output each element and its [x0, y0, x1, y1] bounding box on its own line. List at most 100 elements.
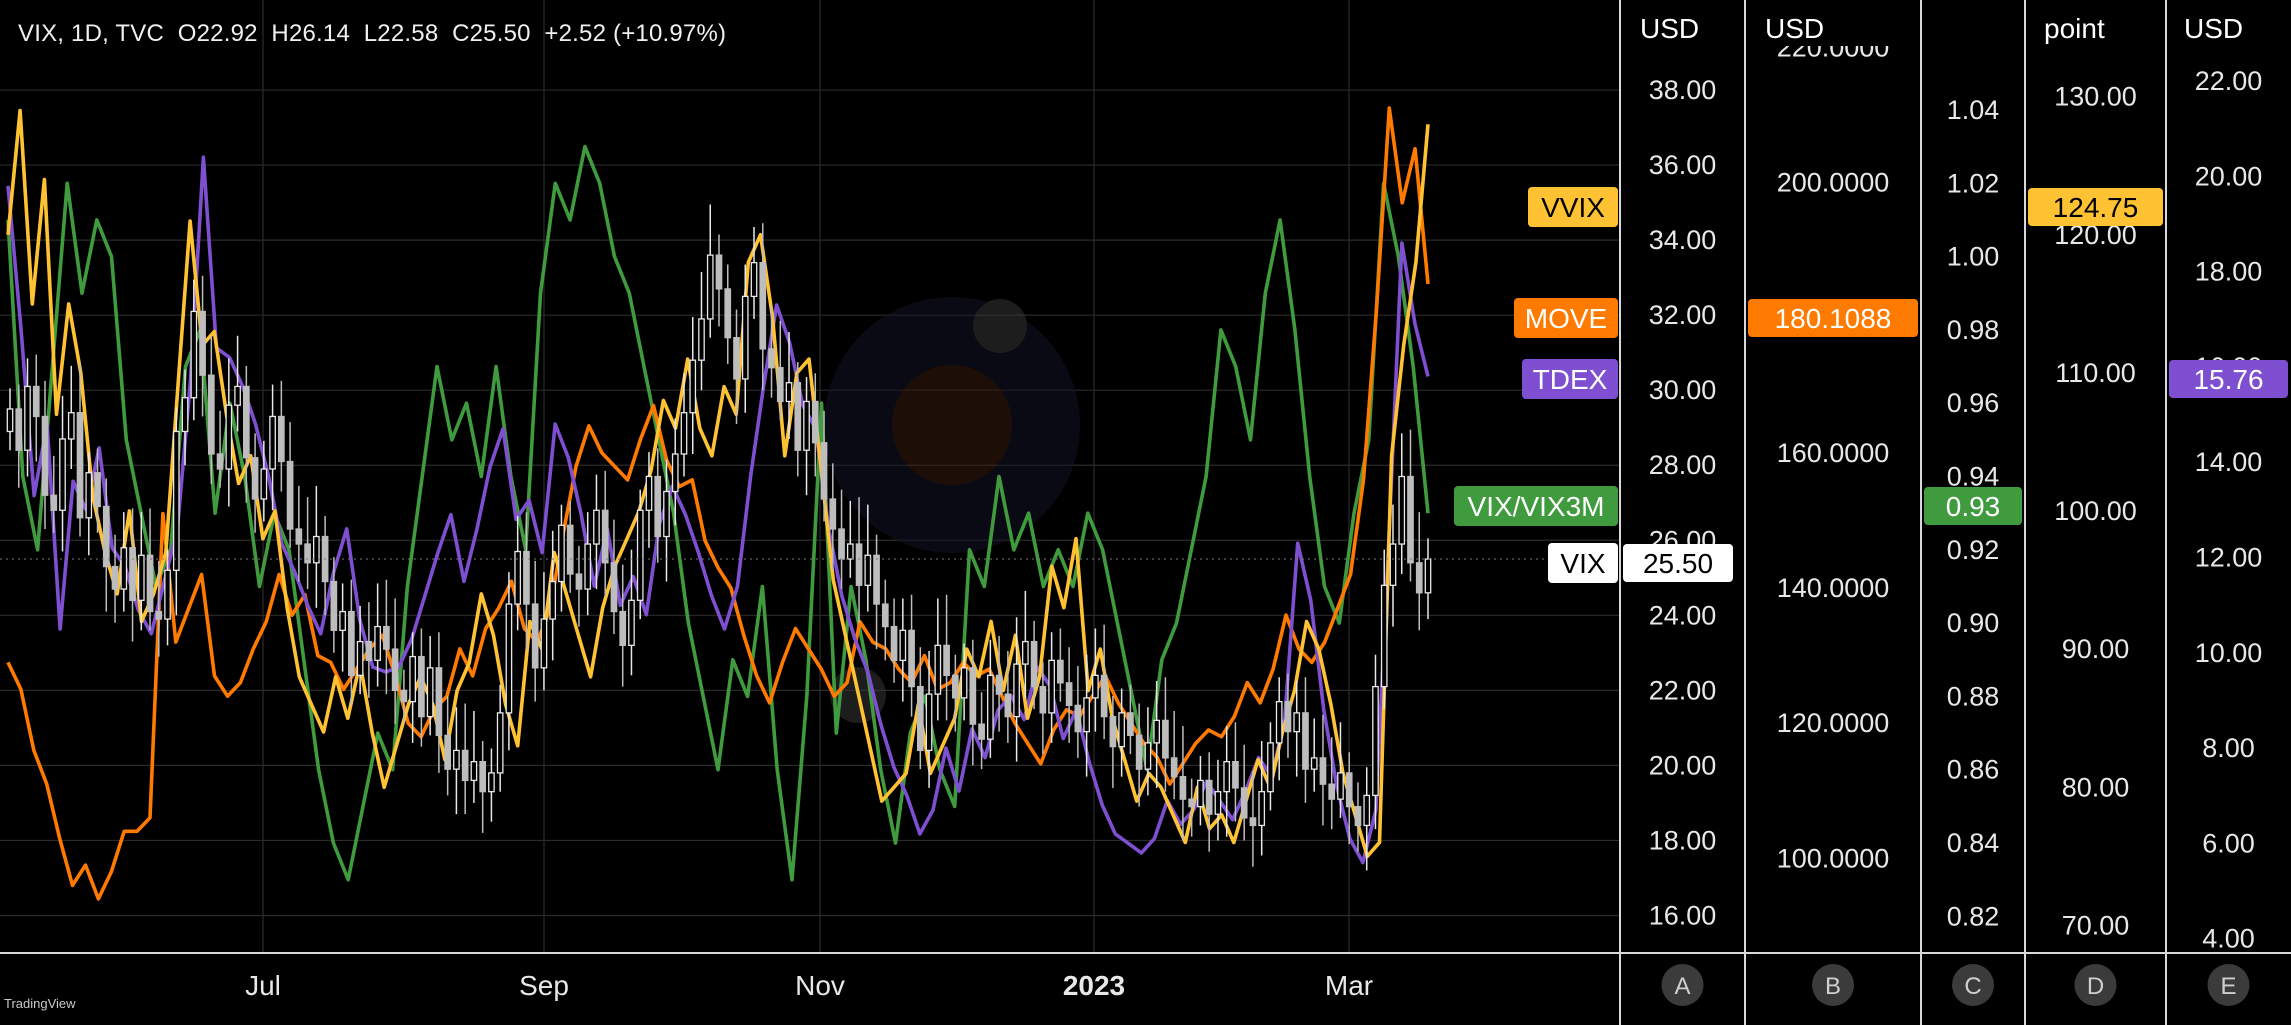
vix-candle-body — [505, 603, 513, 714]
scale-a-tick: 32.00 — [1649, 300, 1717, 330]
scale-a-unit: USD — [1640, 13, 1699, 44]
vix-candle-body — [558, 524, 565, 583]
vix-candle-body — [339, 610, 346, 631]
vix-candle-body — [41, 415, 49, 496]
vix-candle-body — [129, 547, 136, 601]
scale-b-tick: 120.0000 — [1777, 708, 1890, 738]
value-badge-4: 25.50 — [1643, 548, 1713, 579]
scale-e-tick: 6.00 — [2202, 828, 2255, 858]
time-axis[interactable]: Jul Sep Nov 2023 Mar — [245, 970, 1373, 1001]
vix-candle-body — [207, 374, 215, 455]
vix-candle-body — [277, 415, 285, 463]
vix-candle-body — [951, 674, 959, 699]
vix-candle-body — [409, 655, 416, 703]
vix-candle-body — [365, 640, 373, 661]
vix-candle-body — [1170, 757, 1178, 778]
scale-a-tick: 22.00 — [1649, 675, 1717, 705]
scale-e-tick: 14.00 — [2195, 447, 2263, 477]
vix-candle-body — [986, 674, 994, 740]
scale-a-tick: 38.00 — [1649, 75, 1717, 105]
vix-candle-body — [260, 468, 268, 500]
scale-c-tick: 0.96 — [1947, 388, 2000, 418]
vix-candle-body — [155, 610, 163, 620]
ohlc-readout: O22.92 H26.14 L22.58 C25.50 +2.52 (+10.9… — [177, 20, 727, 47]
vix-candle-body — [750, 261, 758, 298]
tag-vvix: VVIX — [1541, 192, 1605, 223]
vix-candle-body — [855, 543, 863, 586]
vix-candle-body — [1057, 659, 1064, 684]
scale-b-unit: USD — [1765, 13, 1824, 44]
vix-candle-body — [514, 550, 522, 605]
vix-candle-body — [15, 408, 23, 451]
scale-letter-b: B — [1825, 973, 1841, 1000]
vix-candle-body — [838, 528, 845, 560]
scale-letters[interactable]: A B C D E — [1661, 964, 2250, 1006]
vix-candle-body — [164, 569, 171, 620]
value-badge-3-bg — [2169, 360, 2288, 398]
vix-candle-body — [1372, 685, 1379, 797]
vix-candle-body — [1109, 715, 1117, 748]
vix-candle-body — [619, 610, 627, 646]
value-badge-2: 0.93 — [1946, 491, 2001, 522]
vix-candle-body — [1380, 584, 1388, 688]
tag-vix-vix3m-bg — [1454, 486, 1618, 526]
value-badge-0: 180.1088 — [1775, 303, 1892, 334]
vix-candle-body — [916, 685, 924, 752]
scale-e-tick: 22.00 — [2195, 66, 2263, 96]
vix-candle-body — [269, 415, 276, 470]
vix-candle-body — [225, 404, 233, 470]
vix-candle-body — [680, 412, 688, 455]
scale-e-tick: 4.00 — [2202, 924, 2255, 954]
vix-candle-body — [1337, 772, 1344, 800]
vix-candle-body — [199, 310, 206, 376]
vix-candle-body — [1092, 674, 1099, 699]
vix-candle-body — [1048, 659, 1055, 714]
vix-candle-body — [776, 367, 784, 403]
vix-candle-body — [85, 472, 93, 519]
vix-candle-body — [313, 535, 320, 564]
scale-c-tick: 0.84 — [1947, 828, 2000, 858]
vix-candle-body — [190, 310, 198, 399]
scale-c-tick: 0.92 — [1947, 535, 2000, 565]
scale-a-tick: 16.00 — [1649, 900, 1717, 930]
vix-candle-body — [374, 625, 381, 661]
scale-c-tick: 0.82 — [1947, 901, 2000, 931]
value-badge-2-bg — [1924, 487, 2022, 525]
tag-vix-vix3m: VIX/VIX3M — [1468, 491, 1605, 522]
vix-candle-body — [120, 547, 128, 590]
tag-vix: VIX — [1560, 548, 1605, 579]
vix-candles — [6, 204, 1432, 871]
vix-candle-body — [1293, 712, 1301, 733]
series-line-move — [6, 106, 1430, 901]
vix-candle-body — [1039, 685, 1047, 714]
value-badge-0-bg — [1748, 299, 1918, 337]
vix-candle-body — [1030, 640, 1038, 688]
vix-candle-body — [1153, 719, 1161, 744]
scale-d-tick: 80.00 — [2062, 772, 2130, 802]
vix-candle-body — [1127, 712, 1134, 737]
scale-c-tick: 0.88 — [1947, 681, 2000, 711]
vix-candle-body — [785, 382, 793, 403]
series-tags: VVIX MOVE TDEX VIX/VIX3M VIX 180.1088 124.75 0.… — [1454, 187, 2288, 583]
vix-candle-body — [1232, 760, 1239, 789]
vix-candle-body — [628, 599, 635, 646]
vix-candle-body — [391, 648, 399, 692]
vix-candle-body — [960, 667, 968, 699]
vix-candle-body — [1354, 806, 1362, 827]
vix-candle-body — [549, 580, 557, 620]
vix-candle-body — [1328, 783, 1336, 800]
vix-candle-body — [663, 490, 670, 538]
vix-candle-body — [1074, 704, 1082, 733]
vix-candle-body — [488, 772, 495, 793]
vix-candle-body — [610, 562, 618, 613]
vix-candle-body — [1100, 674, 1108, 718]
tag-vix-bg — [1548, 543, 1618, 583]
vix-candle-body — [794, 382, 802, 451]
value-badge-4-bg — [1623, 544, 1733, 582]
x-tick-label: Sep — [519, 970, 569, 1001]
scale-letter-b-badge — [1812, 964, 1854, 1006]
symbol-label: VIX, 1D, TVC — [18, 20, 165, 47]
vix-candle-body — [1197, 779, 1204, 808]
